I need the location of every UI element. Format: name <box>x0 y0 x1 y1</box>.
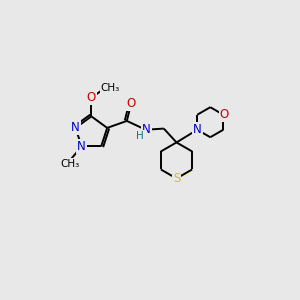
Text: H: H <box>136 131 144 141</box>
Text: O: O <box>126 97 136 110</box>
Text: CH₃: CH₃ <box>101 83 120 93</box>
Text: N: N <box>142 123 151 136</box>
Text: N: N <box>193 123 202 136</box>
Text: O: O <box>87 92 96 104</box>
Text: CH₃: CH₃ <box>60 159 79 169</box>
Text: N: N <box>193 123 202 136</box>
Text: N: N <box>77 140 86 153</box>
Text: N: N <box>71 122 80 134</box>
Text: S: S <box>173 172 180 185</box>
Text: O: O <box>220 108 229 121</box>
